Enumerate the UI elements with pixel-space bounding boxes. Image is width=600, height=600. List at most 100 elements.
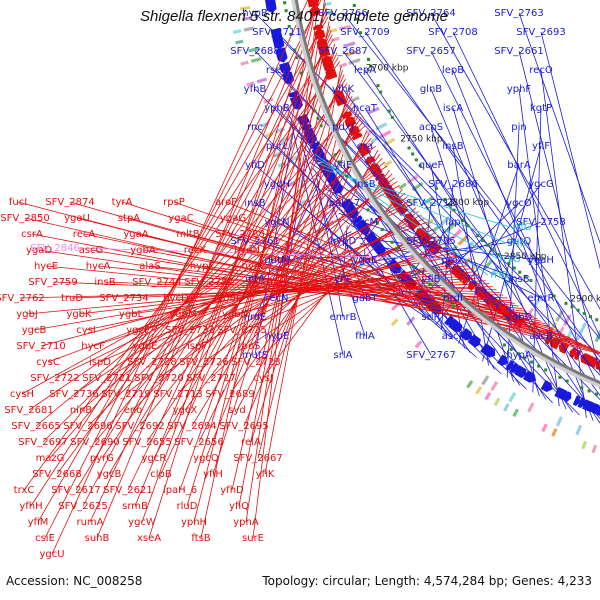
tick-mark <box>565 379 569 383</box>
reverse-gene-arrow <box>265 0 275 4</box>
label-leader-line <box>196 228 434 347</box>
gene-label: ipaH_7 <box>326 198 360 209</box>
gene-label: ftsB <box>191 533 210 544</box>
gene-label: glnB <box>420 84 442 95</box>
label-leader-line <box>51 0 309 555</box>
gene-label: barA <box>507 160 531 171</box>
gene-label: ascF <box>442 331 465 342</box>
backbone-ring <box>295 0 600 385</box>
gene-label: xseA <box>137 533 161 544</box>
tick-mark <box>418 164 422 168</box>
gene-label: syd <box>228 405 245 416</box>
feature-box <box>483 259 494 271</box>
feature-box <box>475 386 483 395</box>
tick-mark <box>595 318 599 322</box>
gene-label: intA <box>245 274 265 285</box>
tick-mark <box>523 356 527 360</box>
forward-gene-arrow <box>377 176 391 190</box>
label-leader-line <box>342 164 471 353</box>
gene-label: SFV_2711 <box>252 27 301 38</box>
tick-mark <box>439 293 443 297</box>
gene-label: yfiK <box>256 469 275 480</box>
gene-label: fucI <box>9 197 27 208</box>
reverse-gene-arrow <box>275 47 287 61</box>
tick-mark <box>452 208 456 212</box>
gene-label: acpS <box>419 122 443 133</box>
feature-box <box>591 444 598 454</box>
feature-box <box>414 340 423 349</box>
gene-label: hycE <box>34 261 58 272</box>
gene-label: relA <box>241 437 261 448</box>
feature-box <box>541 423 548 433</box>
feature-box <box>338 62 348 68</box>
tick-mark <box>428 282 432 286</box>
label-leader-line <box>276 221 409 300</box>
feature-box <box>578 322 587 335</box>
reverse-gene-arrow <box>514 365 526 377</box>
rna-gene-label: rrfD <box>490 270 510 281</box>
label-leader-line <box>430 50 600 390</box>
gene-label: kgtP <box>530 103 552 114</box>
gene-label: SFV_2625 <box>58 501 107 512</box>
gene-label: SFV_2667 <box>233 453 282 464</box>
gene-label: emrR <box>528 293 555 304</box>
gene-label: ninB <box>70 405 92 416</box>
gene-label: SFV_2728 <box>127 357 176 368</box>
gene-label: ygcN <box>264 217 289 228</box>
gene-label: SFV_2725 <box>217 325 266 336</box>
tick-mark <box>289 32 293 36</box>
tick-mark <box>445 298 449 302</box>
gene-label: SFV_2734 <box>99 293 148 304</box>
gene-label: yfiH <box>203 469 223 480</box>
tick-mark <box>411 152 415 156</box>
gene-label: ygbM <box>169 309 196 320</box>
label-leader-line <box>56 83 348 475</box>
tick-mark <box>461 219 465 223</box>
feature-box <box>383 137 396 147</box>
label-leader-line <box>452 31 600 338</box>
label-leader-line <box>184 153 381 411</box>
gene-label: SFV_2727 <box>186 373 235 384</box>
accession-text: Accession: NC_008258 <box>6 574 143 588</box>
pseudo-leader-line <box>77 247 463 260</box>
gene-label: yfhD <box>220 485 244 496</box>
label-leader-line <box>194 249 538 320</box>
gene-label: SFV_2693 <box>516 27 565 38</box>
gene-label: ygbD <box>506 312 533 323</box>
gene-label: srmB <box>122 501 148 512</box>
feature-box <box>527 402 535 413</box>
gene-label: SFV_2788 <box>215 229 264 240</box>
gene-label: ygaH <box>528 255 554 266</box>
gene-label: rpoS <box>238 341 261 352</box>
scale-label: 2850 kbp <box>504 252 547 262</box>
gene-label: csrA <box>21 229 43 240</box>
gene-label: ygcU <box>39 549 64 560</box>
tick-mark <box>595 392 599 396</box>
gene-label: SFV_2697 <box>18 437 67 448</box>
gene-label: ispD <box>89 357 111 368</box>
gene-label: stpA <box>118 213 140 224</box>
feature-box <box>490 380 499 392</box>
label-leader-line <box>430 126 514 382</box>
feature-box <box>338 24 352 31</box>
feature-box <box>379 130 392 139</box>
gene-label: surE <box>242 533 264 544</box>
tick-mark <box>316 116 320 120</box>
gene-label: ascB <box>529 331 553 342</box>
tick-mark <box>516 352 520 356</box>
feature-box <box>390 318 399 327</box>
gene-label: yfiF <box>532 141 550 152</box>
gene-label: yfiD <box>245 160 265 171</box>
forward-gene-arrow <box>569 347 578 359</box>
gene-label: SFV_2787 <box>184 277 233 288</box>
gene-label: insB <box>354 179 375 190</box>
gene-label: aroF <box>215 197 237 208</box>
gene-label: insB <box>244 198 265 209</box>
gene-label: SFV_2761 <box>230 236 279 247</box>
pseudo-gene-label: SFV_2846 <box>30 243 79 254</box>
feature-box <box>240 60 249 66</box>
gene-label: cysH <box>10 389 34 400</box>
gene-label: insB <box>94 277 115 288</box>
gene-label: yphB <box>264 103 290 114</box>
